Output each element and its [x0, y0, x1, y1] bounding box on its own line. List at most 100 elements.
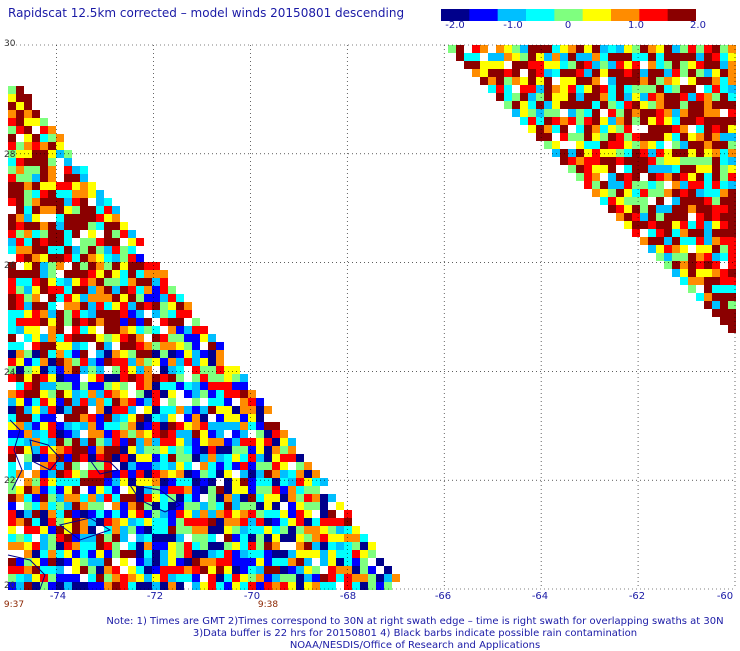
wind-cell: [184, 502, 192, 510]
wind-cell: [112, 334, 120, 342]
wind-cell: [632, 85, 640, 93]
wind-cell: [152, 478, 160, 486]
wind-cell: [496, 45, 504, 53]
wind-cell: [728, 221, 736, 229]
wind-cell: [360, 582, 368, 590]
wind-cell: [56, 246, 64, 254]
wind-cell: [88, 510, 96, 518]
wind-cell: [64, 510, 72, 518]
colorbar-segment: [469, 9, 499, 21]
wind-cell: [88, 558, 96, 566]
wind-cell: [312, 582, 320, 590]
wind-cell: [192, 518, 200, 526]
wind-cell: [16, 398, 24, 406]
wind-cell: [608, 53, 616, 61]
wind-cell: [136, 382, 144, 390]
wind-cell: [328, 526, 336, 534]
wind-cell: [48, 478, 56, 486]
wind-cell: [88, 246, 96, 254]
wind-cell: [728, 109, 736, 117]
wind-cell: [56, 294, 64, 302]
wind-cell: [344, 558, 352, 566]
wind-cell: [488, 77, 496, 85]
wind-cell: [296, 494, 304, 502]
wind-cell: [128, 358, 136, 366]
wind-cell: [160, 366, 168, 374]
wind-cell: [232, 430, 240, 438]
wind-cell: [80, 342, 88, 350]
wind-cell: [632, 197, 640, 205]
wind-cell: [176, 302, 184, 310]
wind-cell: [128, 318, 136, 326]
wind-cell: [704, 109, 712, 117]
wind-cell: [536, 85, 544, 93]
wind-cell: [16, 190, 24, 198]
wind-cell: [160, 422, 168, 430]
wind-cell: [720, 253, 728, 261]
wind-cell: [184, 310, 192, 318]
wind-cell: [608, 109, 616, 117]
wind-cell: [264, 446, 272, 454]
wind-cell: [728, 261, 736, 269]
wind-cell: [200, 406, 208, 414]
wind-cell: [192, 574, 200, 582]
wind-cell: [136, 438, 144, 446]
wind-cell: [128, 518, 136, 526]
wind-cell: [696, 277, 704, 285]
wind-cell: [648, 101, 656, 109]
wind-cell: [688, 93, 696, 101]
wind-cell: [624, 85, 632, 93]
wind-cell: [48, 126, 56, 134]
wind-cell: [344, 542, 352, 550]
wind-cell: [264, 550, 272, 558]
wind-cell: [320, 526, 328, 534]
wind-cell: [288, 446, 296, 454]
wind-cell: [72, 302, 80, 310]
wind-cell: [352, 566, 360, 574]
wind-cell: [88, 566, 96, 574]
wind-cell: [656, 237, 664, 245]
wind-cell: [280, 430, 288, 438]
wind-cell: [704, 205, 712, 213]
wind-cell: [144, 518, 152, 526]
wind-cell: [232, 406, 240, 414]
wind-cell: [200, 422, 208, 430]
wind-cell: [720, 189, 728, 197]
wind-cell: [672, 197, 680, 205]
wind-cell: [184, 326, 192, 334]
wind-cell: [128, 350, 136, 358]
wind-cell: [80, 214, 88, 222]
lon-label: -66: [434, 591, 452, 602]
wind-cell: [136, 414, 144, 422]
wind-cell: [144, 478, 152, 486]
wind-cell: [656, 101, 664, 109]
wind-cell: [648, 69, 656, 77]
wind-cell: [560, 149, 568, 157]
wind-cell: [168, 446, 176, 454]
wind-cell: [360, 566, 368, 574]
wind-cell: [80, 262, 88, 270]
wind-cell: [240, 382, 248, 390]
wind-cell: [112, 406, 120, 414]
wind-cell: [104, 574, 112, 582]
wind-cell: [536, 93, 544, 101]
wind-cell: [136, 558, 144, 566]
footnote-line: 3)Data buffer is 22 hrs for 20150801 4) …: [192, 628, 638, 639]
wind-cell: [184, 478, 192, 486]
wind-cell: [24, 430, 32, 438]
wind-cell: [32, 326, 40, 334]
wind-cell: [64, 342, 72, 350]
wind-cell: [56, 430, 64, 438]
wind-cell: [296, 462, 304, 470]
wind-cell: [80, 278, 88, 286]
wind-cell: [40, 478, 48, 486]
wind-cell: [672, 53, 680, 61]
wind-cell: [584, 117, 592, 125]
wind-cell: [24, 238, 32, 246]
wind-cell: [128, 254, 136, 262]
wind-cell: [536, 125, 544, 133]
wind-cell: [200, 558, 208, 566]
wind-cell: [656, 109, 664, 117]
wind-cell: [664, 45, 672, 53]
wind-cell: [224, 518, 232, 526]
